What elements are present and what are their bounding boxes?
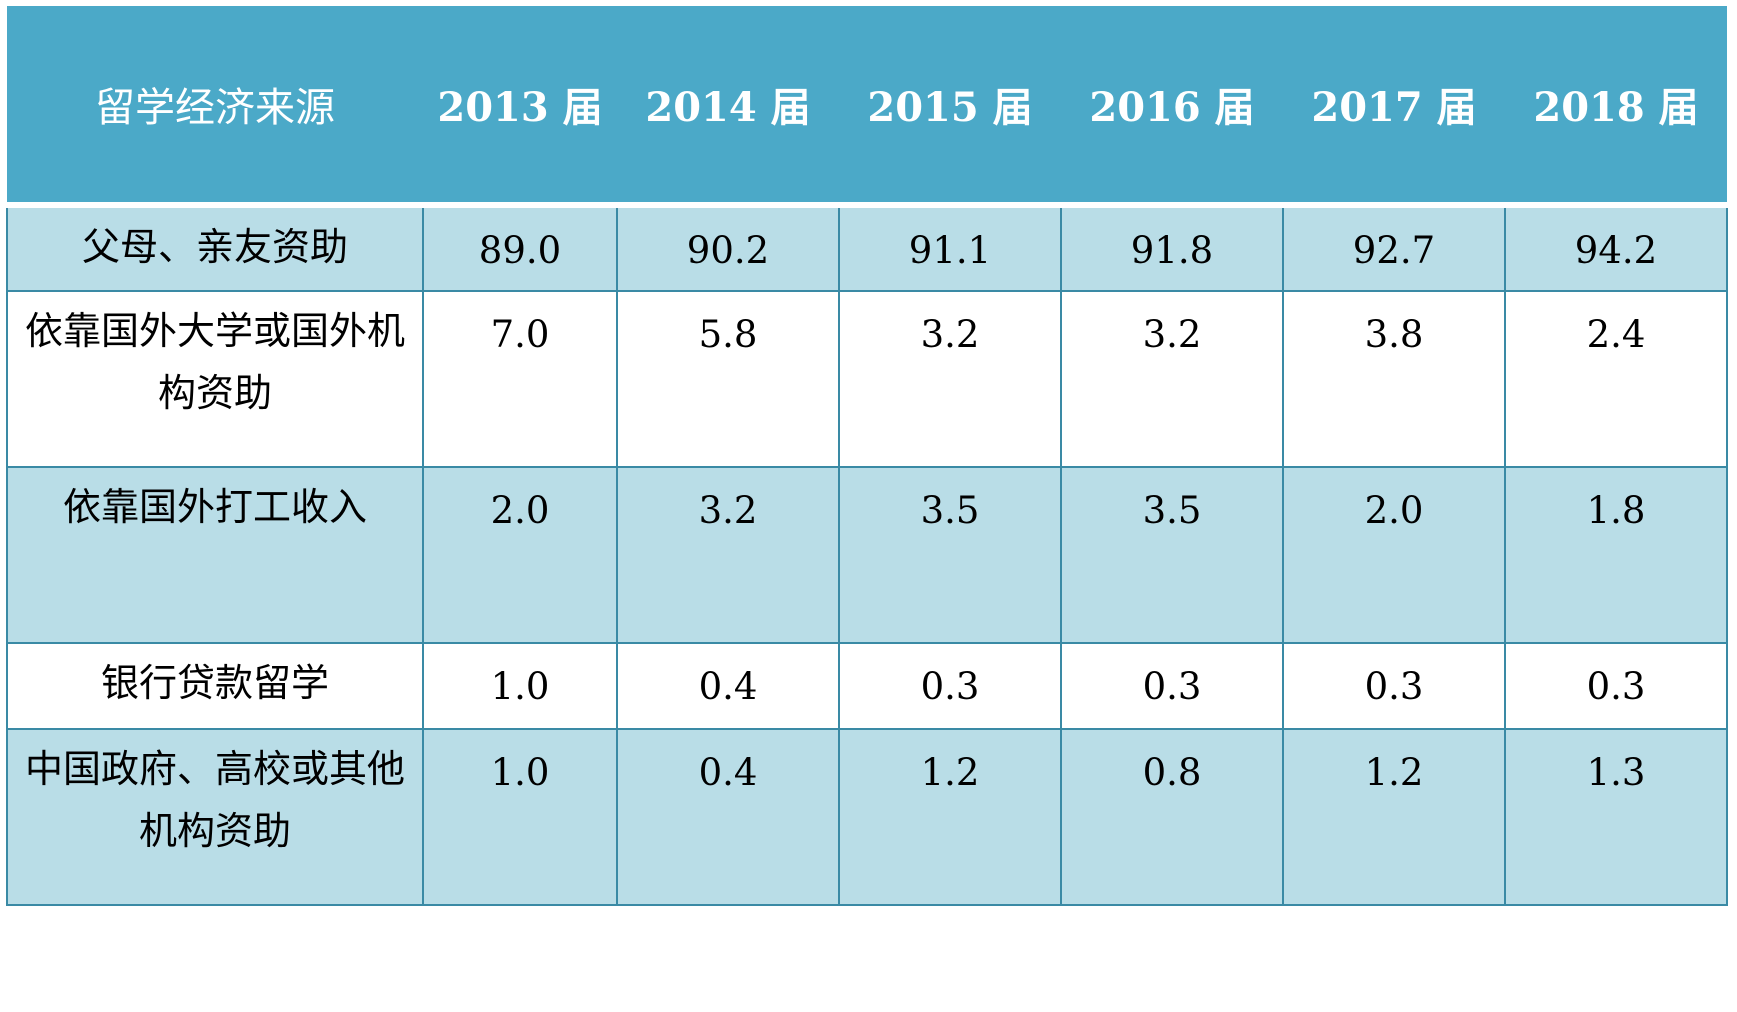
- table-cell: 3.2: [1060, 290, 1284, 468]
- row-label: 中国政府、高校或其他机构资助: [6, 728, 424, 906]
- table-cell: 0.3: [1060, 642, 1284, 730]
- table-row: 依靠国外大学或国外机构资助 7.0 5.8 3.2 3.2 3.8 2.4: [6, 290, 1728, 468]
- table-cell: 0.3: [838, 642, 1062, 730]
- table-cell: 3.5: [1060, 466, 1284, 644]
- table-cell: 3.2: [838, 290, 1062, 468]
- data-table: 留学经济来源 2013 届 2014 届 2015 届 2016 届 2017 …: [6, 6, 1728, 906]
- table-cell: 0.3: [1282, 642, 1506, 730]
- table-row: 依靠国外打工收入 2.0 3.2 3.5 3.5 2.0 1.8: [6, 466, 1728, 644]
- table-cell: 2.0: [422, 466, 618, 644]
- column-header-2013: 2013 届: [423, 6, 617, 205]
- table-cell: 0.4: [616, 642, 840, 730]
- column-header-2018: 2018 届: [1505, 6, 1727, 205]
- table-cell: 94.2: [1504, 202, 1728, 292]
- column-header-2014: 2014 届: [617, 6, 839, 205]
- row-label: 银行贷款留学: [6, 642, 424, 730]
- table-cell: 0.8: [1060, 728, 1284, 906]
- column-header-2016: 2016 届: [1061, 6, 1283, 205]
- table-cell: 7.0: [422, 290, 618, 468]
- table-row: 父母、亲友资助 89.0 90.2 91.1 91.8 92.7 94.2: [6, 202, 1728, 292]
- table-cell: 92.7: [1282, 202, 1506, 292]
- table-cell: 0.4: [616, 728, 840, 906]
- row-label: 依靠国外打工收入: [6, 466, 424, 644]
- table-cell: 5.8: [616, 290, 840, 468]
- table-cell: 1.3: [1504, 728, 1728, 906]
- table-cell: 3.2: [616, 466, 840, 644]
- table-cell: 89.0: [422, 202, 618, 292]
- table-row: 中国政府、高校或其他机构资助 1.0 0.4 1.2 0.8 1.2 1.3: [6, 728, 1728, 906]
- header-row: 留学经济来源 2013 届 2014 届 2015 届 2016 届 2017 …: [7, 6, 1727, 205]
- column-header-2017: 2017 届: [1283, 6, 1505, 205]
- table-cell: 91.1: [838, 202, 1062, 292]
- table-cell: 2.0: [1282, 466, 1506, 644]
- row-label: 依靠国外大学或国外机构资助: [6, 290, 424, 468]
- column-header-2015: 2015 届: [839, 6, 1061, 205]
- table-cell: 1.2: [1282, 728, 1506, 906]
- table-row: 银行贷款留学 1.0 0.4 0.3 0.3 0.3 0.3: [6, 642, 1728, 730]
- table-cell: 1.0: [422, 642, 618, 730]
- table-cell: 3.5: [838, 466, 1062, 644]
- table-cell: 91.8: [1060, 202, 1284, 292]
- table-cell: 1.8: [1504, 466, 1728, 644]
- table-cell: 2.4: [1504, 290, 1728, 468]
- table-cell: 0.3: [1504, 642, 1728, 730]
- table-cell: 1.2: [838, 728, 1062, 906]
- row-label: 父母、亲友资助: [6, 202, 424, 292]
- table-container: 留学经济来源 2013 届 2014 届 2015 届 2016 届 2017 …: [6, 6, 1728, 906]
- column-header-source: 留学经济来源: [7, 6, 423, 205]
- table-cell: 1.0: [422, 728, 618, 906]
- table-cell: 90.2: [616, 202, 840, 292]
- table-cell: 3.8: [1282, 290, 1506, 468]
